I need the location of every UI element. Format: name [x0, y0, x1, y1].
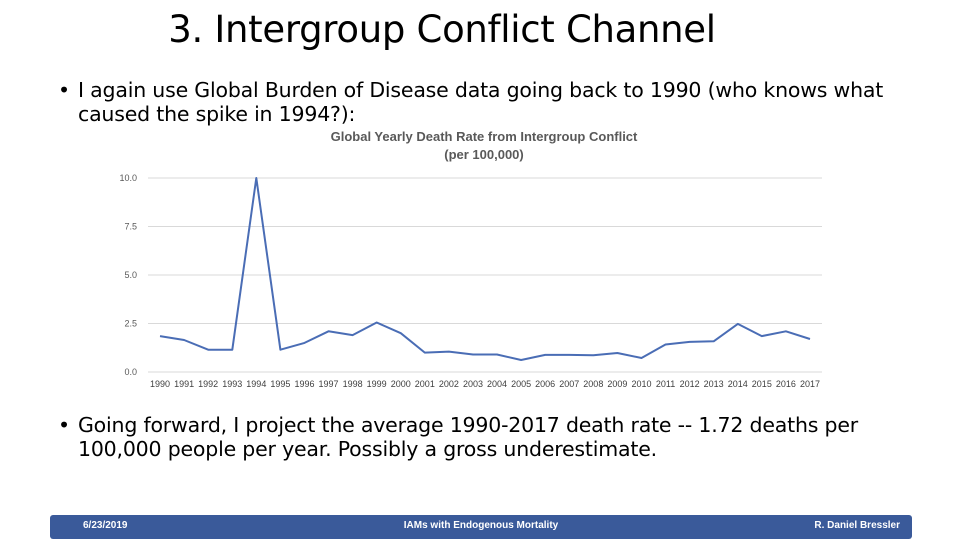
x-tick-label: 2014	[728, 379, 748, 389]
chart-title: Global Yearly Death Rate from Intergroup…	[100, 128, 868, 164]
footer-title: IAMs with Endogenous Mortality	[403, 520, 559, 531]
footer-author: R. Daniel Bressler	[814, 520, 900, 531]
x-tick-label: 2000	[391, 379, 411, 389]
x-tick-label: 1992	[198, 379, 218, 389]
x-tick-label: 1993	[222, 379, 242, 389]
x-tick-label: 1994	[246, 379, 266, 389]
chart-title-line: Global Yearly Death Rate from Intergroup…	[330, 129, 638, 144]
line-chart: Global Yearly Death Rate from Intergroup…	[100, 124, 840, 396]
x-tick-label: 1991	[174, 379, 194, 389]
x-tick-label: 1990	[150, 379, 170, 389]
x-tick-label: 2010	[631, 379, 651, 389]
bullet-marker: •	[58, 78, 70, 102]
x-tick-label: 2002	[439, 379, 459, 389]
x-tick-label: 2011	[656, 379, 675, 389]
chart-subtitle: (per 100,000)	[444, 147, 524, 162]
x-tick-label: 2004	[487, 379, 507, 389]
x-tick-label: 2006	[535, 379, 555, 389]
slide-title: 3. Intergroup Conflict Channel	[168, 8, 716, 51]
y-tick-label: 2.5	[124, 319, 137, 329]
x-tick-label: 2005	[511, 379, 531, 389]
x-tick-label: 2012	[680, 379, 700, 389]
x-tick-label: 2015	[752, 379, 772, 389]
x-tick-label: 1996	[294, 379, 314, 389]
series-line	[159, 177, 811, 361]
bullet-text: Going forward, I project the average 199…	[78, 413, 858, 461]
x-tick-label: 2013	[704, 379, 724, 389]
x-tick-label: 2003	[463, 379, 483, 389]
bullet-text: I again use Global Burden of Disease dat…	[78, 78, 884, 126]
x-tick-label: 1999	[367, 379, 387, 389]
x-tick-label: 2001	[415, 379, 435, 389]
bullet-marker: •	[58, 413, 70, 437]
x-tick-label: 2017	[800, 379, 820, 389]
footer-bar: 6/23/2019 IAMs with Endogenous Mortality…	[50, 515, 912, 539]
x-tick-label: 1998	[343, 379, 363, 389]
y-tick-label: 5.0	[124, 270, 137, 280]
x-tick-label: 2016	[776, 379, 796, 389]
y-tick-label: 7.5	[124, 222, 137, 232]
y-tick-label: 10.0	[119, 173, 137, 183]
y-tick-label: 0.0	[124, 367, 137, 377]
x-tick-label: 2008	[583, 379, 603, 389]
footer-date: 6/23/2019	[83, 520, 128, 531]
x-tick-label: 1995	[270, 379, 290, 389]
x-tick-label: 2007	[559, 379, 579, 389]
x-tick-label: 2009	[607, 379, 627, 389]
chart-plot: 0.0 2.5 5.0 7.5 10.0 1990 1991 1992 1993 1994 1995…	[119, 173, 822, 389]
x-tick-label: 1997	[319, 379, 339, 389]
